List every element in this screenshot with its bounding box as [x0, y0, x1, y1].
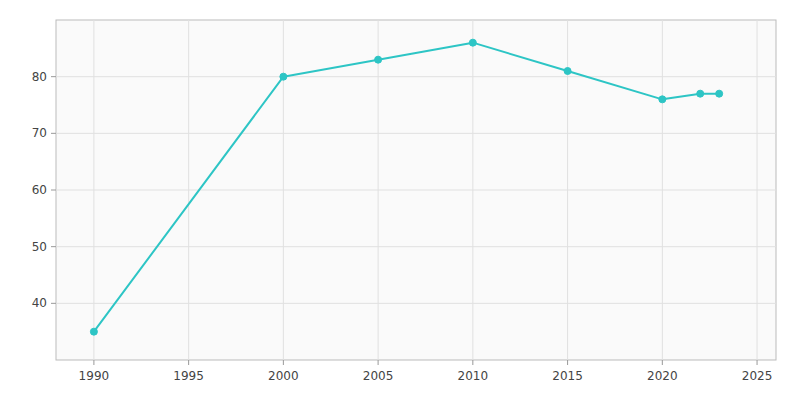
x-tick — [472, 360, 473, 365]
y-tick-label: 60 — [32, 183, 47, 197]
point — [659, 96, 666, 103]
chart-container: 1990 1995 2000 2005 2010 2015 2020 2025 40 50 60 70… — [0, 0, 800, 400]
x-tick-label: 1990 — [79, 369, 110, 383]
y-tick-label: 40 — [32, 296, 47, 310]
y-tick-label: 50 — [32, 240, 47, 254]
y-grid-line — [56, 76, 776, 77]
axes: 1990 1995 2000 2005 2010 2015 2020 2025 40 50 60 70… — [32, 20, 776, 383]
x-tick-label: 1995 — [173, 369, 204, 383]
y-tick — [51, 133, 56, 134]
y-grid-line — [56, 133, 776, 134]
point — [564, 68, 571, 75]
y-tick — [51, 76, 56, 77]
y-tick — [51, 246, 56, 247]
x-tick — [283, 360, 284, 365]
x-tick — [378, 360, 379, 365]
x-tick-label: 2020 — [647, 369, 678, 383]
x-tick — [757, 360, 758, 365]
chart-svg: 1990 1995 2000 2005 2010 2015 2020 2025 40 50 60 70… — [0, 0, 800, 400]
point — [469, 39, 476, 46]
point — [716, 90, 723, 97]
point — [90, 328, 97, 335]
x-tick — [93, 360, 94, 365]
x-tick-label: 2010 — [458, 369, 489, 383]
x-tick-label: 2015 — [552, 369, 583, 383]
x-tick-label: 2025 — [742, 369, 773, 383]
y-tick — [51, 190, 56, 191]
point — [375, 56, 382, 63]
x-tick-label: 2005 — [363, 369, 394, 383]
x-tick — [567, 360, 568, 365]
y-grid-line — [56, 303, 776, 304]
line — [94, 43, 719, 332]
point — [280, 73, 287, 80]
x-tick — [662, 360, 663, 365]
y-tick-label: 80 — [32, 70, 47, 84]
plot-frame — [56, 20, 776, 360]
y-tick-label: 70 — [32, 126, 47, 140]
series-group — [90, 39, 722, 335]
y-grid-line — [56, 246, 776, 247]
y-tick — [51, 303, 56, 304]
point — [697, 90, 704, 97]
x-tick-label: 2000 — [268, 369, 299, 383]
y-grid-line — [56, 190, 776, 191]
x-tick — [188, 360, 189, 365]
